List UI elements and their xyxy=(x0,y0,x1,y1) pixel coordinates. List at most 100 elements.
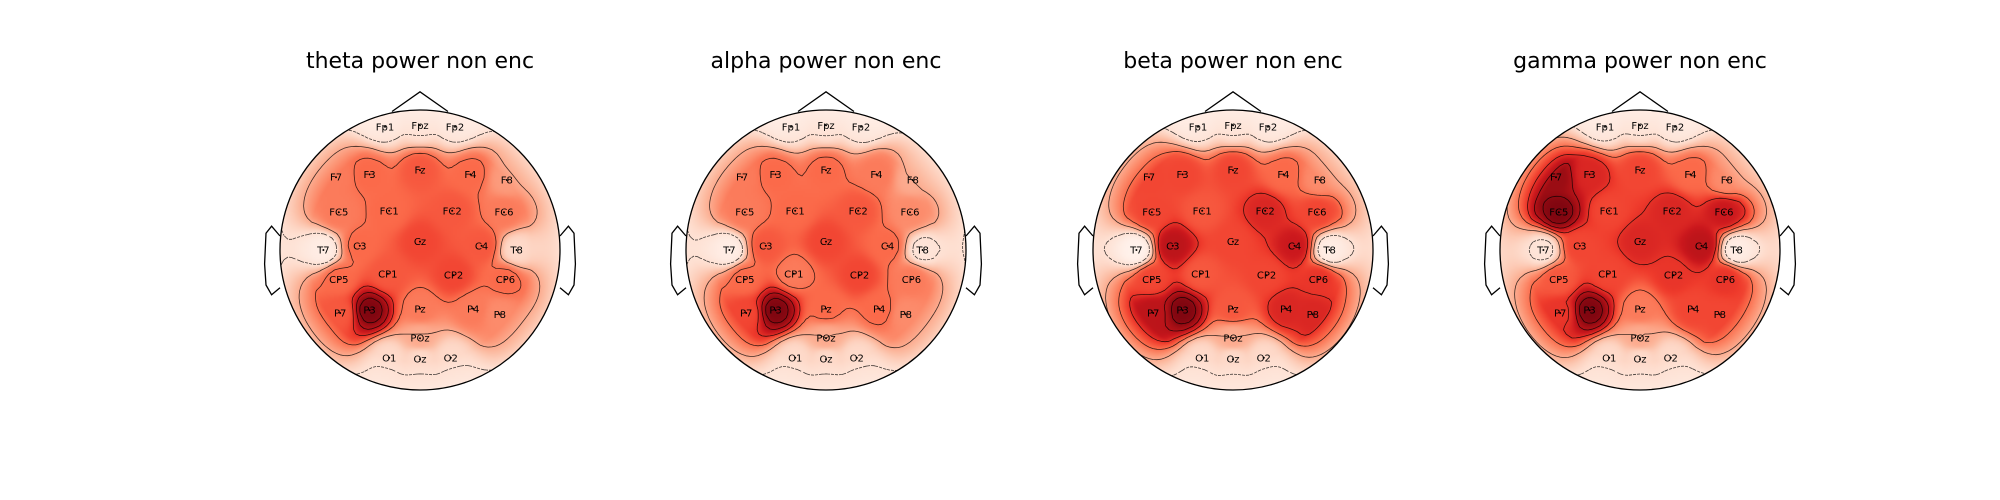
electrode-label: O1 xyxy=(382,353,396,364)
electrode-marker xyxy=(911,179,914,181)
electrode-label: P3 xyxy=(1176,306,1188,317)
electrode-marker xyxy=(728,249,731,251)
electrode-marker xyxy=(1674,125,1676,128)
electrode-label: CP5 xyxy=(1549,275,1568,286)
electrode-label: Fz xyxy=(820,166,831,177)
electrode-label: F8 xyxy=(1314,176,1326,187)
panel-title: alpha power non enc xyxy=(711,49,942,74)
electrode-marker xyxy=(1692,307,1695,310)
electrode-label: C3 xyxy=(353,241,366,252)
electrode-label: P3 xyxy=(769,306,781,317)
electrode-label: C4 xyxy=(881,241,894,252)
topomap-panel: alpha power non enc Fp1 Fpz Fp2 F7 F3 Fz F4 F8 FC… xyxy=(669,49,983,391)
electrode-label: P8 xyxy=(900,310,912,321)
electrode-marker xyxy=(741,176,743,179)
right-ear-outline xyxy=(559,225,577,296)
electrode-label: P7 xyxy=(334,309,346,320)
electrode-label: F7 xyxy=(1550,173,1562,184)
electrode-marker xyxy=(825,337,827,340)
electrode-marker xyxy=(857,209,860,212)
electrode-label: FC5 xyxy=(1142,208,1161,219)
electrode-label: F7 xyxy=(330,173,342,184)
head-outline xyxy=(685,109,967,391)
electrode-label: CP2 xyxy=(444,271,463,282)
electrode-label: F7 xyxy=(1143,173,1155,184)
electrode-marker xyxy=(904,313,907,316)
electrode-label: F4 xyxy=(464,170,476,181)
electrode-marker xyxy=(1293,244,1296,247)
electrode-marker xyxy=(1264,209,1267,212)
electrode-label: T7 xyxy=(1129,246,1142,257)
electrode-label: Cz xyxy=(1227,237,1239,248)
electrode-label: O1 xyxy=(1195,353,1209,364)
electrode-label: P3 xyxy=(1583,306,1595,317)
electrode-label: F4 xyxy=(870,170,882,181)
electrode-label: P4 xyxy=(873,304,885,315)
electrode-marker xyxy=(1588,309,1591,312)
electrode-marker xyxy=(384,125,386,128)
electrode-marker xyxy=(419,169,421,172)
electrode-marker xyxy=(505,179,508,181)
electrode-marker xyxy=(368,309,371,312)
electrode-marker xyxy=(1232,124,1234,127)
electrode-marker xyxy=(1328,249,1331,251)
electrode-label: C4 xyxy=(475,241,488,252)
electrode-marker xyxy=(1557,211,1560,214)
electrode-label: CP5 xyxy=(329,275,348,286)
electrode-label: Pz xyxy=(1227,304,1238,315)
electrode-marker xyxy=(1317,278,1320,281)
electrode-marker xyxy=(1689,173,1692,176)
topomap-heatmap xyxy=(686,110,966,390)
panel-title: beta power non enc xyxy=(1123,49,1343,74)
right-ear-outline xyxy=(1779,225,1797,296)
electrode-label: F3 xyxy=(364,170,376,181)
electrode-label: Fp1 xyxy=(782,122,800,133)
head-outline xyxy=(279,109,561,391)
electrode-marker xyxy=(386,272,389,275)
panel-title: theta power non enc xyxy=(306,49,534,74)
electrode-marker xyxy=(515,249,518,251)
electrode-label: CP2 xyxy=(850,271,869,282)
electrode-label: C3 xyxy=(1573,241,1586,252)
electrode-label: T8 xyxy=(509,246,522,257)
electrode-marker xyxy=(1608,209,1611,212)
electrode-label: CP5 xyxy=(1142,275,1161,286)
electrode-marker xyxy=(1171,244,1174,247)
electrode-label: CP5 xyxy=(735,275,754,286)
head-outline xyxy=(1499,109,1781,391)
electrode-marker xyxy=(449,356,452,359)
electrode-marker xyxy=(855,356,858,359)
electrode-label: P8 xyxy=(494,310,506,321)
electrode-marker xyxy=(1201,209,1204,212)
right-ear-outline xyxy=(1372,225,1390,296)
electrode-marker xyxy=(1639,358,1641,361)
topomap-heatmap xyxy=(1093,110,1373,390)
electrode-label: P4 xyxy=(1687,304,1699,315)
electrode-marker xyxy=(469,173,472,176)
electrode-marker xyxy=(337,278,340,281)
electrode-marker xyxy=(1671,209,1674,212)
left-ear-outline xyxy=(1076,225,1094,296)
electrode-label: POz xyxy=(1223,334,1242,345)
electrode-label: T8 xyxy=(1322,246,1335,257)
electrode-marker xyxy=(825,169,827,172)
electrode-label: Pz xyxy=(414,304,425,315)
electrode-label: T8 xyxy=(1729,246,1742,257)
electrode-label: O2 xyxy=(444,353,458,364)
electrode-label: FC5 xyxy=(1549,208,1568,219)
electrode-label: Fz xyxy=(1634,166,1645,177)
electrode-marker xyxy=(1724,278,1727,281)
electrode-marker xyxy=(1542,249,1545,251)
electrode-marker xyxy=(1282,173,1285,176)
electrode-marker xyxy=(1669,356,1672,359)
electrode-label: F3 xyxy=(1177,170,1189,181)
electrode-marker xyxy=(1181,309,1184,312)
electrode-label: CP6 xyxy=(902,275,921,286)
electrode-marker xyxy=(503,211,505,214)
electrode-marker xyxy=(1197,125,1199,128)
electrode-label: FC6 xyxy=(900,208,919,219)
electrode-marker xyxy=(1557,278,1560,281)
electrode-label: Fp2 xyxy=(446,122,464,133)
electrode-marker xyxy=(419,240,421,243)
